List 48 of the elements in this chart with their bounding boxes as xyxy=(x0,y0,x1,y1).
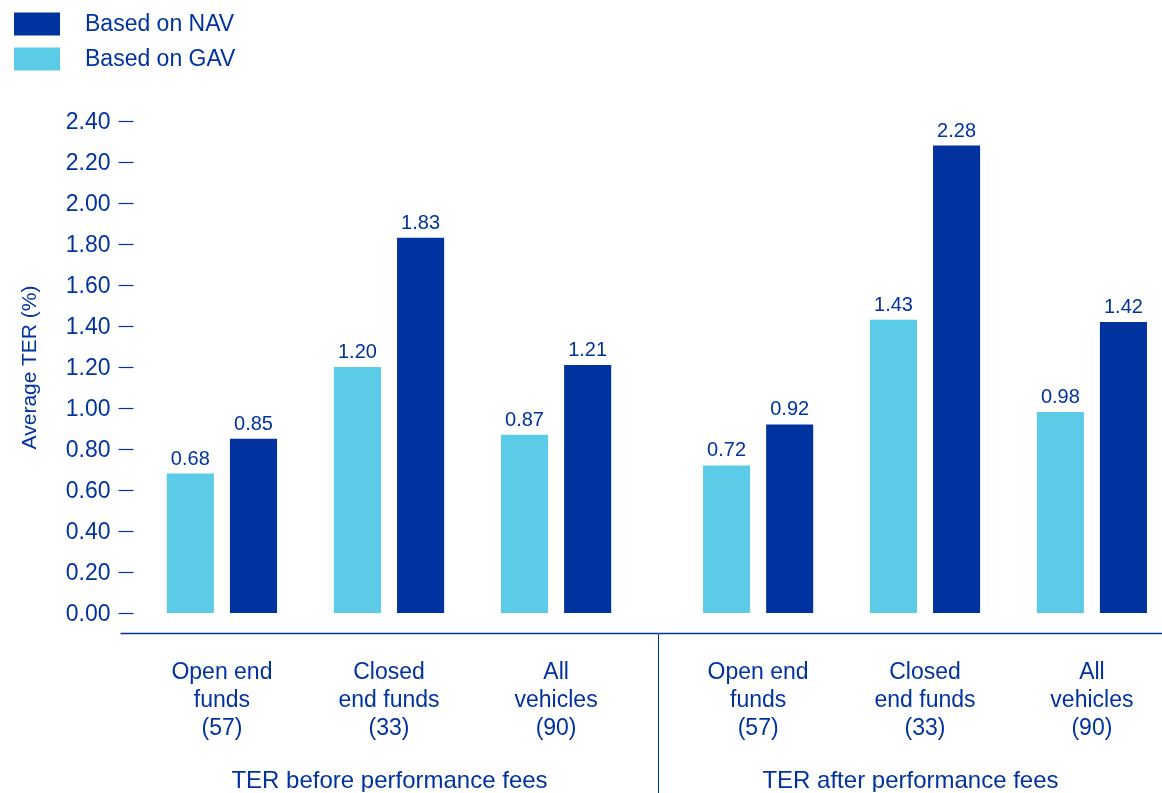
y-tick-label: 1.40 xyxy=(65,312,111,339)
data-label: 1.43 xyxy=(874,292,913,315)
data-label: 1.21 xyxy=(568,337,608,360)
y-tick-label: 0.00 xyxy=(65,599,111,626)
y-tick-label: 0.40 xyxy=(65,517,111,544)
bar xyxy=(229,438,278,613)
bar xyxy=(166,473,214,613)
data-label: 1.42 xyxy=(1103,294,1143,317)
bar xyxy=(564,364,612,613)
data-label: 0.68 xyxy=(170,446,210,469)
legend-label: Based on GAV xyxy=(85,45,237,71)
bar xyxy=(766,424,814,613)
x-tick-label: All vehicles (90) xyxy=(1050,657,1134,740)
x-axis-title: TER after performance fees xyxy=(762,765,1059,793)
data-label: 0.87 xyxy=(505,407,544,430)
bar xyxy=(500,434,549,613)
y-tick-label: 0.20 xyxy=(65,558,111,585)
x-tick-label: All vehicles (90) xyxy=(514,657,598,740)
y-tick-label: 1.60 xyxy=(65,271,111,298)
x-tick-label: Open end funds (57) xyxy=(171,657,273,740)
y-tick-label: 2.00 xyxy=(65,189,111,216)
y-tick-label: 0.60 xyxy=(65,476,111,503)
bar xyxy=(397,237,445,613)
x-tick-label: Closed end funds (33) xyxy=(874,657,976,740)
data-label: 0.72 xyxy=(707,438,747,461)
bar xyxy=(1099,321,1147,613)
y-tick-label: 1.20 xyxy=(65,353,111,380)
data-label: 1.20 xyxy=(337,340,377,362)
data-label: 2.28 xyxy=(937,118,977,141)
data-label: 1.83 xyxy=(401,210,441,233)
bar xyxy=(1036,412,1084,613)
bar xyxy=(933,145,981,613)
x-axis-title: TER before performance fees xyxy=(231,765,548,793)
y-tick-label: 2.20 xyxy=(65,148,111,175)
y-tick-label: 1.00 xyxy=(65,394,111,421)
bar xyxy=(869,319,918,613)
bar xyxy=(703,465,751,613)
x-tick-label: Open end funds (57) xyxy=(707,657,809,740)
bar xyxy=(333,367,381,613)
x-tick-label: Closed end funds (33) xyxy=(338,657,440,740)
data-label: 0.98 xyxy=(1040,385,1080,408)
y-tick-label: 1.80 xyxy=(65,230,111,257)
data-label: 0.92 xyxy=(770,397,810,420)
y-axis-title: Average TER (%) xyxy=(16,285,40,450)
y-tick-label: 0.80 xyxy=(65,435,111,462)
legend-label: Based on NAV xyxy=(85,10,235,36)
y-tick-label: 2.40 xyxy=(65,107,111,134)
data-label: 0.85 xyxy=(234,411,273,434)
